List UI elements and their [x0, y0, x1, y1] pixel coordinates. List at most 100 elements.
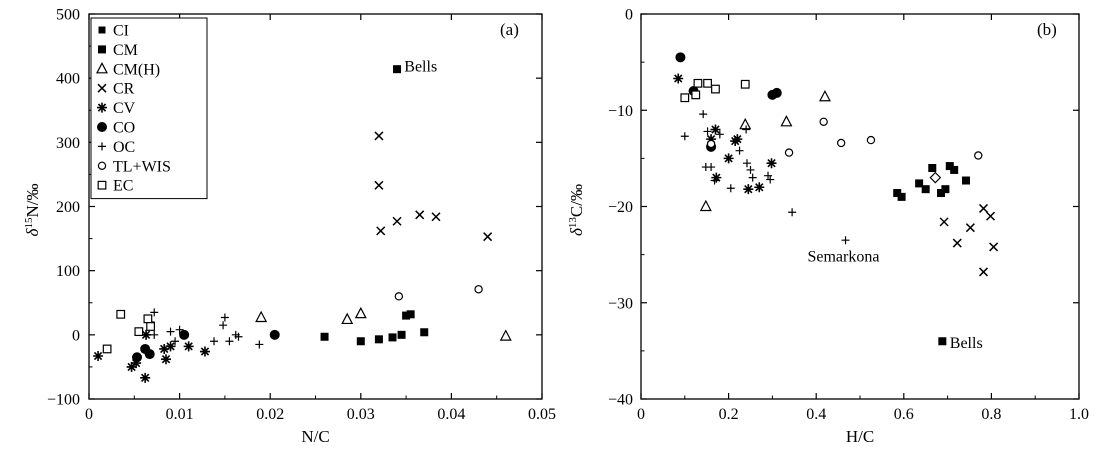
data-point-cr: [483, 232, 493, 242]
series-ec: [680, 78, 750, 103]
data-point-cv: [126, 361, 137, 372]
data-point-cm: [397, 330, 406, 339]
legend-box: [90, 17, 208, 200]
series-tl-wis: [706, 117, 983, 160]
y-tick-label: −30: [608, 295, 633, 312]
data-point-cv: [673, 73, 684, 84]
data-point-cv: [159, 343, 170, 354]
series-cr: [939, 203, 999, 277]
data-point-oc: [171, 337, 180, 346]
x-tick-label: 0.8: [981, 406, 1001, 423]
legend-label-cm: CM: [113, 42, 138, 59]
data-point-cm: [402, 311, 411, 320]
data-point-cr: [952, 238, 962, 248]
data-point-ec: [691, 90, 701, 100]
x-tick-label: 0.4: [806, 406, 826, 423]
data-point-ec: [693, 78, 703, 88]
x-axis-title: H/C: [846, 427, 874, 446]
data-point-oc: [735, 146, 744, 155]
data-point-cr: [392, 216, 402, 226]
legend-label-ec: EC: [113, 178, 133, 195]
legend-label-cm-h: CM(H): [113, 61, 160, 78]
data-point-cv: [754, 182, 765, 193]
data-point-ec: [146, 322, 156, 331]
data-point-co: [144, 349, 155, 360]
legend-label-co: CO: [113, 120, 135, 137]
data-point-cm: [937, 189, 946, 198]
data-point-cr: [374, 180, 384, 190]
data-point-oc: [699, 110, 708, 119]
data-point-unlabeled-diamond: [929, 171, 942, 184]
data-point-co: [179, 329, 190, 340]
data-point-oc: [788, 208, 797, 217]
series-cv: [673, 73, 777, 195]
y-tick-label: −100: [47, 392, 80, 409]
data-point-tl-wis: [866, 135, 876, 145]
legend-marker-cv: [97, 102, 107, 113]
data-point-cr: [415, 210, 425, 220]
data-point-tl-wis: [974, 151, 983, 160]
series-tl-wis: [394, 285, 483, 301]
series-co: [675, 52, 782, 152]
data-point-cv: [131, 358, 142, 369]
data-point-cm: [921, 185, 930, 194]
series-cv: [93, 329, 210, 383]
data-point-cv: [161, 354, 172, 365]
y-tick-label: −40: [608, 392, 633, 409]
data-point-oc: [748, 173, 757, 182]
y-axis-title: δ13C/‰: [567, 184, 586, 236]
x-tick-label: 0.05: [528, 406, 556, 423]
data-point-oc: [726, 184, 735, 193]
series-ec: [102, 309, 156, 354]
data-point-oc: [255, 340, 264, 349]
data-point-cv: [199, 346, 210, 357]
data-point-tl-wis: [836, 138, 846, 148]
data-point-cm: [893, 189, 902, 198]
legend-label-tl-wis: TL+WIS: [113, 158, 171, 175]
annotation-semarkona: Semarkona: [807, 249, 879, 266]
data-point-cm-h: [699, 199, 712, 212]
data-point-oc: [150, 330, 159, 339]
data-point-cr: [374, 131, 384, 141]
data-point-cr: [965, 223, 975, 233]
data-point-cm: [961, 176, 970, 185]
data-point-oc: [703, 127, 712, 136]
legend-marker-oc: [98, 142, 106, 151]
data-point-oc: [220, 313, 229, 322]
y-tick-label: 0: [625, 7, 633, 24]
data-point-co: [269, 329, 280, 340]
legend-marker-cr: [97, 83, 107, 93]
data-point-cr: [939, 217, 949, 227]
series-cm-h: [255, 306, 512, 341]
legend-marker-tl-wis: [97, 161, 107, 170]
series-cm: [320, 65, 429, 346]
legend-marker-ec: [97, 180, 107, 190]
data-point-cm-h: [818, 89, 831, 102]
data-point-cm: [928, 164, 937, 172]
data-point-cm: [320, 332, 329, 341]
x-tick-label: 0.01: [166, 406, 194, 423]
legend-label-ci: CI: [113, 23, 129, 40]
data-point-oc: [210, 337, 219, 346]
y-axis-title: δ15N/‰: [23, 184, 42, 237]
data-point-cv: [710, 124, 721, 135]
legend: CI CM CM(H) CR CV CO OC TL+WIS EC: [90, 17, 208, 200]
legend-marker-cm-h: [96, 62, 108, 74]
data-point-cv: [141, 329, 152, 340]
y-tick-label: 300: [56, 135, 80, 152]
x-tick-label: 0: [637, 406, 645, 423]
data-point-cm: [941, 185, 950, 194]
panel-label: (a): [500, 20, 519, 39]
data-point-cr: [989, 242, 999, 252]
data-point-oc: [841, 236, 850, 245]
data-point-oc: [234, 332, 243, 341]
series-unlabeled-diamond: [929, 171, 942, 184]
data-point-oc: [219, 321, 228, 330]
data-point-oc: [710, 176, 719, 185]
y-tick-label: 200: [56, 199, 80, 216]
data-point-oc: [225, 337, 234, 346]
series-cm-h: [699, 89, 831, 212]
data-point-ec: [134, 327, 144, 337]
x-tick-label: 0: [85, 406, 93, 423]
